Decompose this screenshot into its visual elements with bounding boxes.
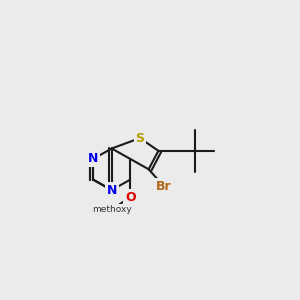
Text: methoxy: methoxy <box>92 205 132 214</box>
Text: O: O <box>125 190 136 203</box>
Text: Br: Br <box>156 180 172 193</box>
Text: N: N <box>88 152 98 165</box>
Text: N: N <box>106 184 117 196</box>
Text: S: S <box>135 132 144 145</box>
